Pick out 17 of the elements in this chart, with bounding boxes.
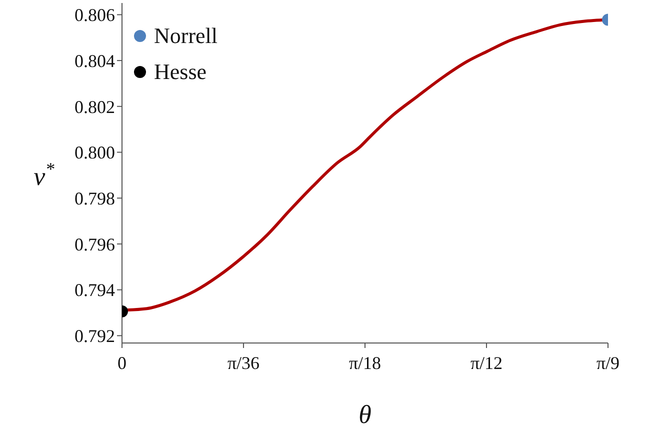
y-axis-title: v$^{*}$	[34, 159, 56, 191]
x-tick-label: π/12	[470, 352, 503, 373]
x-axis-title: θ	[358, 400, 372, 429]
y-tick-label: 0.798	[74, 188, 115, 208]
x-tick-label: π/36	[227, 352, 260, 373]
y-tick-label: 0.796	[74, 234, 115, 254]
legend-label: Hesse	[154, 58, 207, 86]
x-tick-label: 0	[118, 352, 126, 373]
y-tick-label: 0.802	[74, 96, 115, 117]
y-tick-label: 0.800	[74, 142, 115, 163]
y-tick-label: 0.792	[74, 326, 115, 346]
y-tick-label: 0.804	[74, 50, 115, 71]
x-tick-label: π/18	[348, 352, 382, 373]
x-tick-label: π/9	[596, 352, 620, 373]
y-tick-label: 0.806	[74, 5, 115, 26]
y-tick-label: 0.794	[74, 280, 115, 300]
legend-label: Norrell	[154, 22, 218, 50]
